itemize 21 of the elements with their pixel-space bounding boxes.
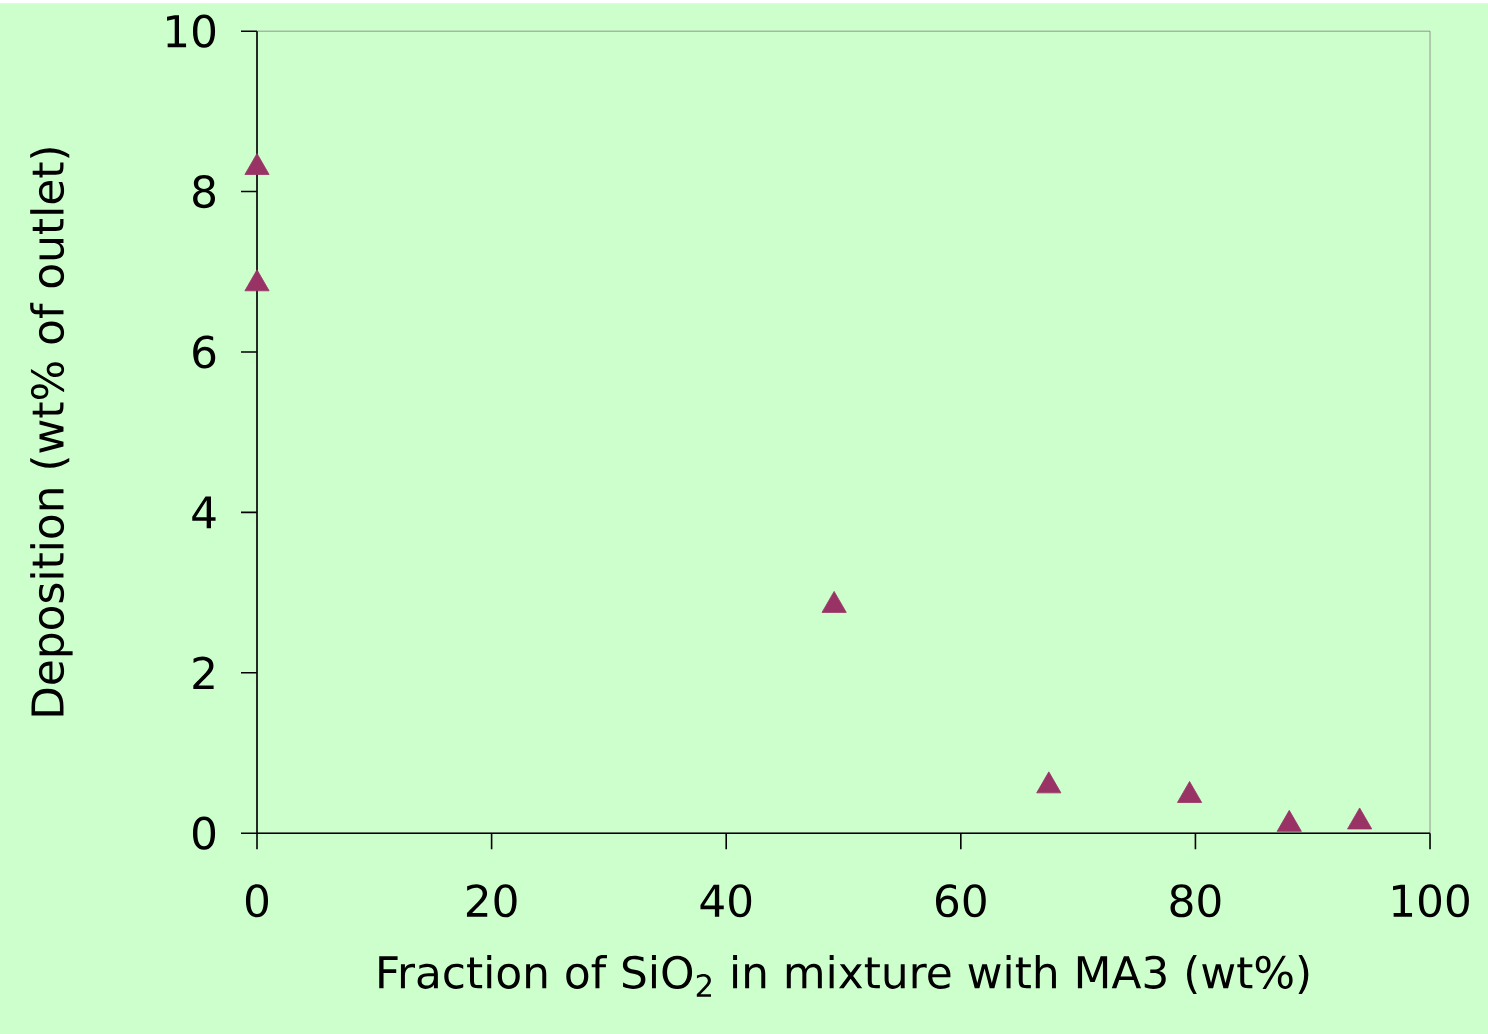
point [1276,809,1302,832]
y-tick-label: 0 [192,816,216,850]
y-tick-label: 6 [193,335,216,369]
y-tick-label: 8 [193,174,216,209]
point [821,590,847,613]
point [1036,771,1062,794]
y-tick-label: 2 [193,656,214,689]
point [244,269,270,292]
y-tick-label: 4 [192,496,216,529]
x-axis-title: Fraction of SiO$_{2}$ in mixture with MA3 (wt%) [379,954,1309,997]
x-tick-label: 20 [466,884,517,918]
point [1177,781,1203,803]
x-tick-label: 0 [245,884,269,918]
point [1347,807,1373,830]
x-tick-label: 100 [1393,884,1469,918]
y-axis-title: Deposition (wt% of outlet) [30,148,73,716]
y-tick-label: 10 [167,14,216,48]
point [244,153,270,175]
x-tick-label: 80 [1170,884,1221,918]
x-tick-label: 40 [700,884,752,918]
x-tick-label: 60 [935,884,986,918]
